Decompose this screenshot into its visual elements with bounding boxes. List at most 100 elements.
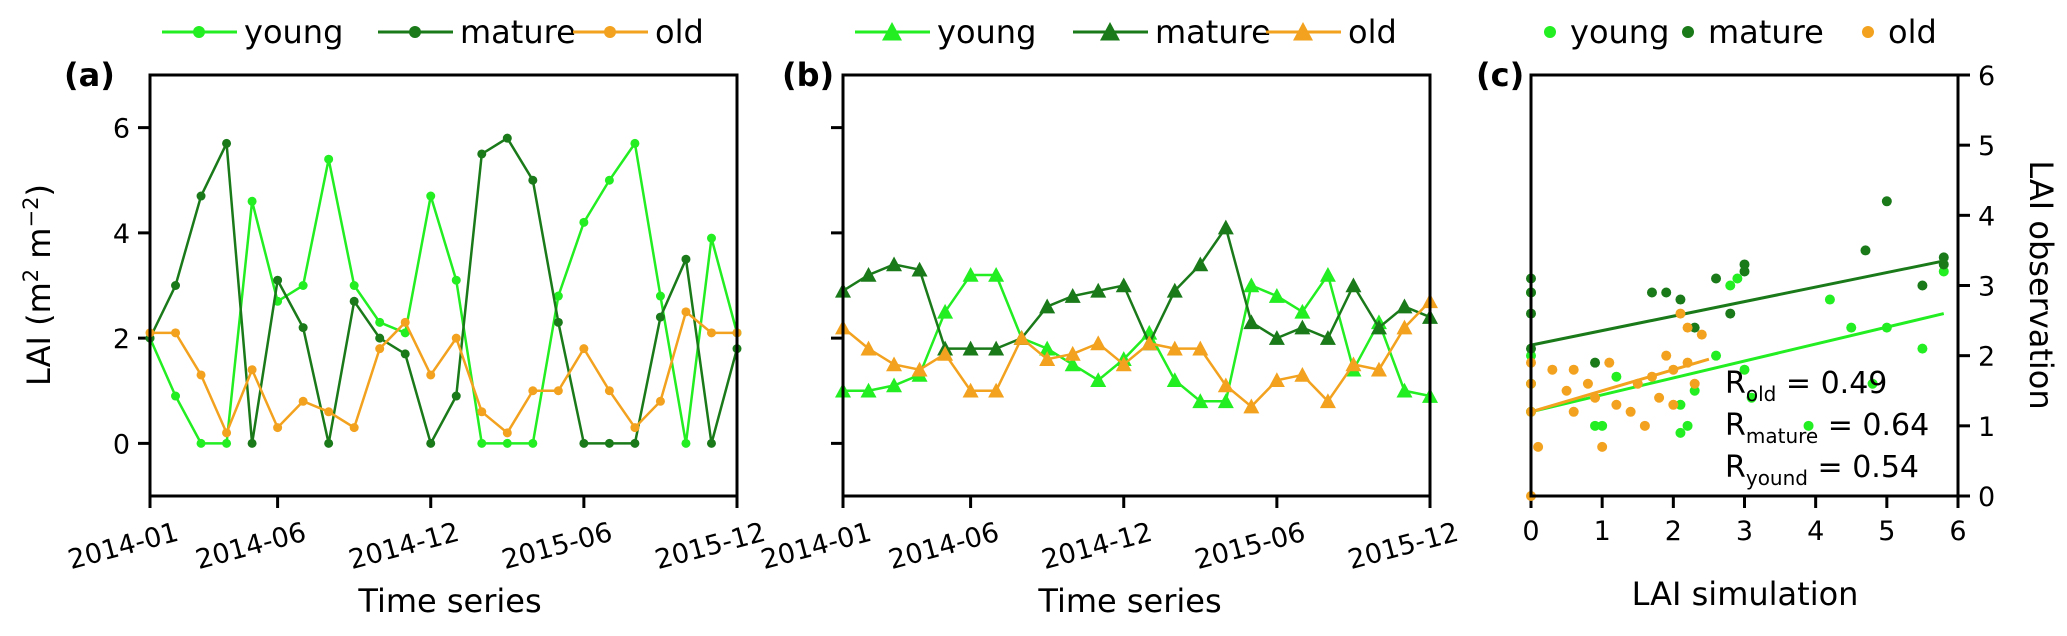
r-annotation: Rmature = 0.64 (1725, 408, 1929, 448)
panel-b-y-ticks (831, 126, 843, 445)
point-young (1803, 420, 1814, 431)
point-old (1625, 406, 1636, 417)
point-old (988, 382, 1005, 398)
x-tick-label: 2014-01 (758, 517, 875, 576)
panel-b-label: (b) (782, 56, 834, 94)
point-young (222, 438, 232, 448)
point-mature (196, 191, 206, 201)
point-old (911, 361, 928, 377)
point-young (1824, 294, 1835, 305)
point-young (528, 438, 538, 448)
panel-c-legend: young mature old (1544, 13, 1937, 51)
point-young (1243, 277, 1260, 293)
point-mature (681, 254, 691, 264)
point-mature (1725, 308, 1736, 319)
point-young (1746, 392, 1757, 403)
y-tick-label: 6 (1978, 61, 1995, 92)
point-old (222, 428, 232, 438)
point-young (1739, 364, 1750, 375)
point-young (579, 217, 589, 227)
point-young (1846, 322, 1857, 333)
point-old (451, 333, 461, 343)
legend-marker-mature (1100, 22, 1120, 41)
point-young (1675, 427, 1686, 438)
legend-marker-young (193, 26, 205, 38)
point-mature (1938, 259, 1949, 270)
point-old (349, 423, 359, 433)
y-tick-label: 4 (1978, 201, 1995, 232)
point-young (1039, 340, 1056, 356)
point-old (1561, 385, 1572, 396)
point-mature (1646, 287, 1657, 298)
point-mature (171, 281, 181, 290)
y-label-main: LAI (m (20, 282, 58, 386)
point-old (528, 386, 538, 396)
point-old (1646, 371, 1657, 382)
point-young (298, 281, 308, 290)
point-old (706, 328, 716, 338)
point-old (860, 340, 877, 356)
point-old (937, 345, 954, 361)
legend-label-mature: mature (1708, 13, 1824, 51)
point-mature (349, 296, 359, 306)
point-old (298, 396, 308, 406)
panel-a-frame (148, 73, 739, 498)
point-young (1597, 420, 1608, 431)
panel-a-y-ticks: 0 2 4 6 (113, 114, 150, 460)
point-old (1319, 393, 1336, 409)
panel-c-y-ticks: 0 1 2 3 4 5 6 (1958, 61, 1995, 513)
point-mature (375, 333, 385, 343)
legend-label-young: young (1570, 13, 1669, 51)
point-old (1243, 398, 1260, 414)
point-old (681, 307, 691, 317)
x-tick-label: 2014-06 (885, 517, 1002, 576)
point-old (1345, 356, 1362, 372)
point-mature (1938, 252, 1949, 263)
point-young (1711, 350, 1722, 361)
panel-b-legend: young mature old (855, 13, 1397, 51)
legend-label-old: old (1348, 13, 1397, 51)
point-mature (324, 438, 334, 448)
panel-b-x-ticks: 2014-01 2014-06 2014-12 2015-06 2015-12 (758, 496, 1462, 576)
legend-marker-mature (409, 26, 421, 38)
point-old (1533, 441, 1544, 452)
panel-c-label: (c) (1476, 56, 1524, 94)
point-old (1064, 345, 1081, 361)
panel-a-series (145, 133, 742, 448)
x-tick-label: 5 (1878, 516, 1895, 547)
point-old (1590, 392, 1601, 403)
legend-label-young: young (937, 13, 1036, 51)
legend-marker-young (1544, 26, 1556, 38)
point-mature (1090, 282, 1107, 298)
legend-marker-mature (1682, 26, 1694, 38)
point-mature (1319, 330, 1336, 345)
legend-label-old: old (655, 13, 704, 51)
point-old (655, 396, 665, 406)
point-mature (1739, 259, 1750, 270)
point-mature (222, 138, 232, 148)
point-young (962, 266, 979, 282)
point-young (1217, 393, 1234, 409)
point-old (1675, 308, 1686, 319)
point-young (375, 317, 385, 327)
point-mature (1711, 273, 1722, 284)
r-subscript: old (1746, 382, 1777, 406)
point-old (1192, 340, 1209, 356)
point-young (553, 291, 563, 301)
x-tick-label: 2015-12 (1345, 517, 1462, 576)
r-symbol: R (1725, 450, 1746, 485)
legend-label-old: old (1888, 13, 1937, 51)
point-old (1039, 351, 1056, 366)
point-old (1547, 364, 1558, 375)
panel-b: (b) young mature old 2014-01 2014-06 2014-12… (758, 13, 1462, 620)
x-tick-label: 2015-06 (1192, 517, 1309, 576)
point-old (1654, 392, 1665, 403)
point-young (630, 138, 640, 148)
y-tick-label: 2 (1978, 342, 1995, 373)
point-old (426, 370, 436, 380)
series-line-old (150, 309, 737, 437)
point-old (886, 356, 903, 372)
point-mature (298, 323, 308, 333)
